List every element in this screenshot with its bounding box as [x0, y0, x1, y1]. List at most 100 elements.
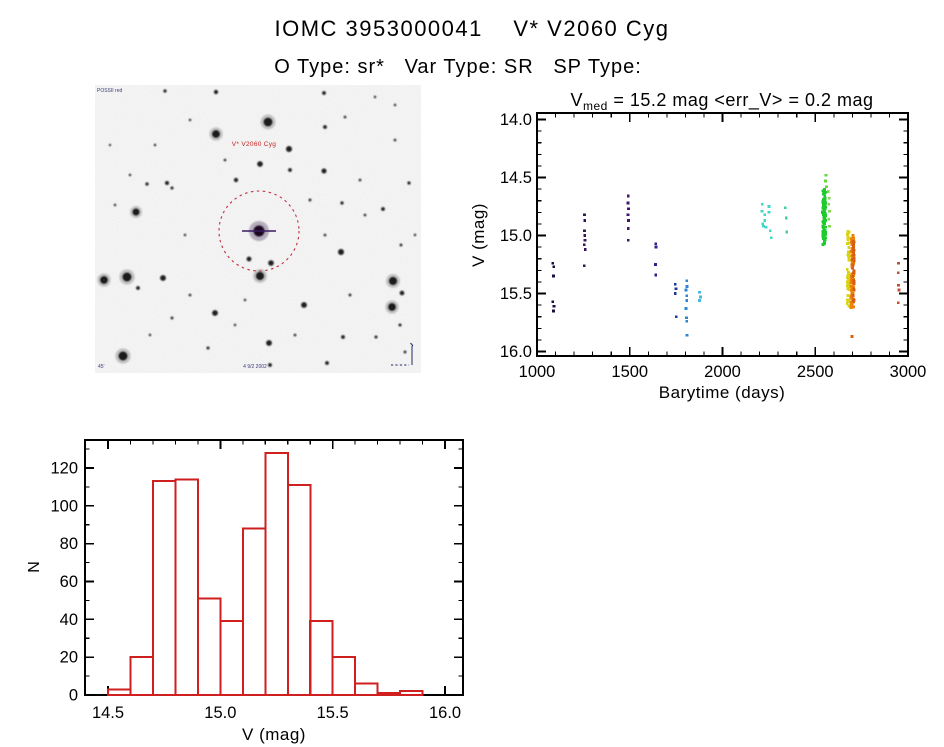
star: [403, 350, 407, 354]
star: [323, 125, 327, 129]
x-tick-label: 2500: [797, 363, 834, 381]
star: [393, 138, 397, 142]
star: [288, 168, 292, 172]
x-axis-label: Barytime (days): [659, 383, 786, 402]
star: [325, 361, 329, 365]
x-tick-label: 1000: [519, 363, 556, 381]
star: [358, 178, 362, 182]
histogram-bar: [174, 478, 199, 696]
star: [393, 103, 397, 107]
star: [266, 340, 272, 346]
page-subtitle: O Type: sr* Var Type: SR SP Type:: [274, 56, 642, 78]
star: [321, 168, 327, 174]
star: [338, 249, 344, 255]
histogram-bar: [286, 484, 312, 696]
star: [388, 303, 396, 311]
x-tick-label: 2000: [704, 363, 741, 381]
star: [160, 275, 166, 281]
v-magnitude-histogram: 14.5 15.0 15.5 16.0 0 20 40 60 80 100 120 V (mag) N: [20, 430, 490, 747]
star: [268, 363, 272, 367]
star: [301, 302, 307, 308]
star: [188, 293, 192, 297]
x-axis-label: V (mag): [242, 725, 306, 744]
x-tick-label: 16.0: [429, 704, 461, 722]
star: [398, 323, 402, 327]
star: [413, 233, 417, 237]
star: [206, 346, 210, 350]
y-tick-label: 14.5: [500, 169, 532, 187]
star: [348, 293, 352, 297]
x-tick-label: 1500: [611, 363, 648, 381]
star: [163, 89, 167, 93]
light-curve-svg: Vmed = 15.2 mag <err_V> = 0.2 mag 1000 150…: [469, 90, 927, 402]
y-tick-label: 60: [60, 573, 78, 591]
y-tick-label: 15.0: [500, 227, 532, 245]
y-axis-label: V (mag): [470, 203, 488, 267]
star: [323, 233, 327, 237]
star: [233, 323, 237, 327]
finder-epoch-text: 4 9/2 2002: [243, 364, 267, 370]
light-curve-axes: [536, 112, 909, 357]
y-tick-label: 80: [60, 535, 78, 553]
star: [233, 177, 239, 183]
y-tick-label: 100: [50, 497, 78, 515]
star: [212, 130, 220, 138]
star: [293, 333, 297, 337]
histogram-bar: [354, 682, 379, 697]
target-label: V* V2060 Cyg: [232, 141, 277, 148]
histogram-bar: [264, 451, 289, 697]
star: [148, 333, 152, 337]
star: [118, 351, 128, 361]
histogram-bar: [399, 690, 424, 697]
star: [399, 243, 403, 247]
star: [399, 290, 405, 296]
y-tick-label: 40: [60, 611, 78, 629]
x-tick-label: 15.0: [204, 704, 236, 722]
y-tick-label: 0: [69, 687, 78, 705]
finding-chart: V* V2060 Cyg POSSII red 4 9/2 2002 45': [95, 85, 421, 373]
star: [136, 286, 140, 290]
page-title: IOMC 3953000041 V* V2060 Cyg: [274, 16, 670, 41]
star: [213, 89, 219, 95]
target-marker-circle: [218, 190, 300, 272]
star: [128, 173, 132, 177]
y-tick-label: 16.0: [500, 343, 532, 361]
star: [100, 276, 108, 284]
light-curve-points: [551, 173, 901, 338]
star: [308, 198, 312, 202]
star: [122, 272, 132, 282]
histogram-bar: [241, 527, 267, 696]
star: [388, 276, 398, 286]
histogram-bar: [196, 597, 222, 696]
star: [263, 117, 273, 127]
light-curve-title: Vmed = 15.2 mag <err_V> = 0.2 mag: [570, 90, 873, 113]
star: [343, 115, 347, 119]
star: [183, 233, 187, 237]
star: [212, 310, 218, 316]
finder-image: V* V2060 Cyg POSSII red 4 9/2 2002 45': [95, 85, 421, 373]
y-axis-label: N: [26, 561, 43, 573]
histogram-bar: [376, 692, 402, 697]
star: [340, 201, 344, 205]
star: [257, 161, 263, 167]
histogram-bar: [107, 688, 132, 696]
star: [363, 213, 367, 217]
x-tick-label: 14.5: [92, 704, 124, 722]
star: [322, 91, 326, 95]
y-tick-label: 20: [60, 649, 78, 667]
histogram-bar: [331, 656, 357, 696]
histogram-bar: [129, 656, 154, 696]
x-tick-label: 3000: [890, 363, 927, 381]
finder-scale-text: 45': [98, 364, 105, 370]
star-field: [97, 89, 417, 367]
star: [243, 298, 247, 302]
star: [170, 316, 174, 320]
y-tick-label: 120: [50, 459, 78, 477]
star: [165, 181, 169, 185]
star: [373, 95, 377, 99]
star: [374, 335, 378, 339]
histogram-bar: [309, 620, 334, 696]
star: [255, 271, 265, 281]
star: [223, 158, 227, 162]
finder-survey-text: POSSII red: [97, 88, 123, 94]
